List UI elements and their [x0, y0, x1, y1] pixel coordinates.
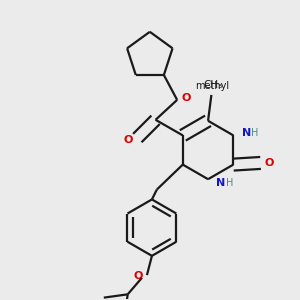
Text: methyl: methyl	[195, 81, 229, 91]
Text: H: H	[226, 178, 233, 188]
Text: O: O	[265, 158, 274, 168]
Text: O: O	[181, 93, 190, 103]
Text: N: N	[216, 178, 226, 188]
Text: H: H	[251, 128, 259, 138]
Text: O: O	[124, 135, 133, 145]
Text: O: O	[134, 272, 143, 281]
Text: CH₃: CH₃	[203, 80, 223, 90]
Text: N: N	[242, 128, 251, 138]
